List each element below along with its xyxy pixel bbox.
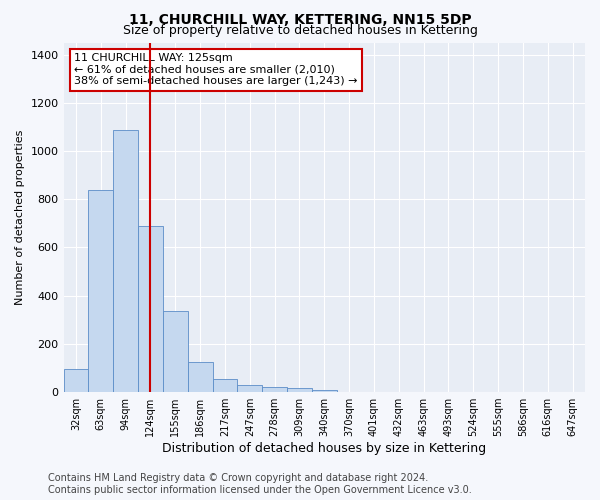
Bar <box>312 390 337 392</box>
Bar <box>188 362 212 392</box>
Bar <box>163 312 188 392</box>
Bar <box>287 388 312 392</box>
X-axis label: Distribution of detached houses by size in Kettering: Distribution of detached houses by size … <box>162 442 487 455</box>
Y-axis label: Number of detached properties: Number of detached properties <box>15 130 25 305</box>
Text: 11 CHURCHILL WAY: 125sqm
← 61% of detached houses are smaller (2,010)
38% of sem: 11 CHURCHILL WAY: 125sqm ← 61% of detach… <box>74 53 358 86</box>
Bar <box>88 190 113 392</box>
Text: Size of property relative to detached houses in Kettering: Size of property relative to detached ho… <box>122 24 478 37</box>
Bar <box>64 368 88 392</box>
Bar <box>238 385 262 392</box>
Bar <box>262 387 287 392</box>
Text: 11, CHURCHILL WAY, KETTERING, NN15 5DP: 11, CHURCHILL WAY, KETTERING, NN15 5DP <box>128 12 472 26</box>
Bar <box>212 379 238 392</box>
Bar <box>113 130 138 392</box>
Bar <box>138 226 163 392</box>
Text: Contains HM Land Registry data © Crown copyright and database right 2024.
Contai: Contains HM Land Registry data © Crown c… <box>48 474 472 495</box>
